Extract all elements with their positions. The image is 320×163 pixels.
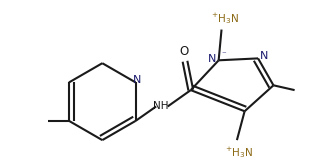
Text: O: O xyxy=(180,45,189,58)
Text: ⁻: ⁻ xyxy=(221,50,226,59)
Text: N: N xyxy=(132,75,141,86)
Text: N: N xyxy=(208,54,217,64)
Text: $^{+}$H$_3$N: $^{+}$H$_3$N xyxy=(225,145,253,160)
Text: N: N xyxy=(260,52,268,61)
Text: $^{+}$H$_3$N: $^{+}$H$_3$N xyxy=(211,11,239,26)
Text: NH: NH xyxy=(153,101,169,111)
